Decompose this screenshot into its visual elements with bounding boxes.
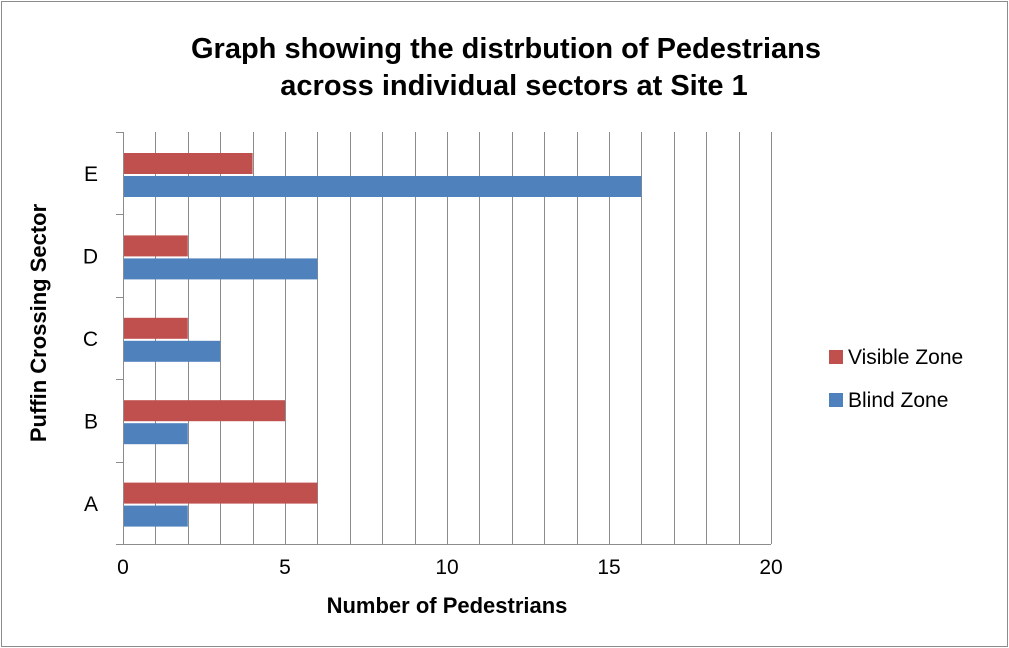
chart-title-line-2: across individual sectors at Site 1 (280, 70, 747, 102)
bar-visible-zone-c (123, 317, 188, 339)
bar-visible-zone-b (123, 400, 285, 422)
y-tick-label: B (84, 410, 98, 433)
legend-swatch-blind-zone (829, 393, 843, 407)
chart-title-line-1: Graph showing the distrbution of Pedestr… (191, 33, 821, 65)
y-tick-label: E (84, 163, 98, 186)
bars (123, 153, 642, 527)
x-tick-label: 20 (759, 556, 782, 579)
legend-label-blind-zone: Blind Zone (848, 389, 948, 412)
bar-visible-zone-e (123, 153, 253, 174)
y-axis-title: Puffin Crossing Sector (26, 203, 51, 442)
bar-visible-zone-d (123, 235, 188, 257)
y-tick-label: A (84, 493, 98, 516)
x-tick-label: 0 (117, 556, 129, 579)
tick-labels: A B C D E 0 5 10 15 20 (83, 163, 783, 579)
bar-visible-zone-a (123, 482, 318, 504)
axes (116, 132, 771, 545)
legend: Visible Zone Blind Zone (829, 346, 963, 412)
y-tick-label: D (83, 246, 98, 269)
x-axis-title: Number of Pedestrians (327, 593, 568, 618)
bar-blind-zone-e (123, 176, 642, 197)
gridlines (155, 132, 772, 544)
x-tick-label: 10 (435, 556, 458, 579)
bar-blind-zone-b (123, 423, 188, 445)
bar-blind-zone-d (123, 258, 318, 280)
x-tick-label: 15 (597, 556, 620, 579)
bar-blind-zone-c (123, 340, 221, 362)
legend-swatch-visible-zone (829, 350, 843, 364)
legend-label-visible-zone: Visible Zone (848, 346, 963, 369)
bar-blind-zone-a (123, 505, 188, 527)
x-tick-label: 5 (279, 556, 291, 579)
y-tick-label: C (83, 328, 98, 351)
